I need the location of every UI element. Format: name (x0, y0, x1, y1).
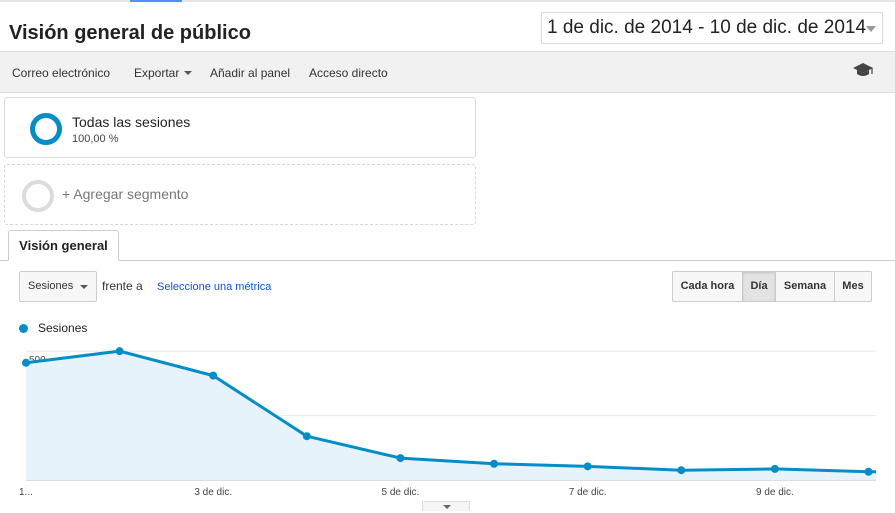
empty-segment-ring-icon (22, 180, 54, 212)
period-day-button[interactable]: Día (742, 271, 776, 302)
versus-label: frente a (102, 279, 143, 293)
date-range-picker[interactable]: 1 de dic. de 2014 - 10 de dic. de 2014 (541, 12, 883, 44)
x-tick-label: 3 de dic. (194, 487, 232, 498)
data-point (864, 467, 873, 476)
x-tick-label: 7 de dic. (569, 487, 607, 498)
chart-collapse-handle[interactable] (422, 501, 470, 511)
data-point (209, 371, 218, 380)
period-week-button[interactable]: Semana (775, 271, 835, 302)
chart-legend: Sesiones (19, 321, 87, 335)
data-point (490, 459, 499, 468)
data-point (115, 347, 124, 356)
graduation-cap-icon[interactable] (852, 62, 874, 78)
segment-ring-icon (30, 113, 62, 145)
period-hourly-button[interactable]: Cada hora (672, 271, 743, 302)
page-title: Visión general de público (9, 22, 251, 44)
period-month-button[interactable]: Mes (834, 271, 872, 302)
add-segment-card[interactable]: + Agregar segmento (4, 164, 476, 225)
sessions-chart: 5002501...3 de dic.5 de dic.7 de dic.9 d… (19, 347, 876, 498)
export-button[interactable]: Exportar (134, 66, 193, 80)
data-point (22, 358, 30, 367)
export-label: Exportar (134, 66, 180, 80)
add-to-dashboard-button[interactable]: Añadir al panel (210, 66, 291, 80)
x-tick-label: 1... (19, 487, 33, 498)
segment-percent: 100,00 % (72, 133, 119, 145)
metric-select-label: Sesiones (28, 280, 74, 292)
period-toggle-group: Cada hora Día Semana Mes (672, 271, 872, 302)
segment-name: Todas las sesiones (72, 114, 191, 130)
series-area (26, 351, 876, 480)
data-point (770, 464, 779, 473)
x-tick-label: 5 de dic. (382, 487, 420, 498)
date-range-label: 1 de dic. de 2014 - 10 de dic. de 2014 (547, 17, 867, 38)
legend-dot-icon (19, 323, 28, 333)
data-point (396, 454, 405, 463)
email-button[interactable]: Correo electrónico (12, 66, 111, 80)
legend-series-label: Sesiones (38, 321, 88, 335)
x-tick-label: 9 de dic. (756, 487, 794, 498)
top-accent-highlight (130, 0, 182, 2)
data-point (583, 462, 592, 471)
data-point (302, 432, 311, 441)
top-accent-line (0, 0, 895, 2)
segment-card-all-sessions[interactable]: Todas las sesiones 100,00 % (4, 97, 476, 158)
tab-overview[interactable]: Visión general (8, 230, 119, 261)
tab-bar-line (0, 260, 895, 261)
shortcut-button[interactable]: Acceso directo (309, 66, 388, 80)
caret-down-icon (443, 505, 451, 509)
add-segment-label: + Agregar segmento (62, 186, 189, 202)
caret-down-icon (184, 71, 193, 75)
data-point (677, 466, 686, 475)
metric-select[interactable]: Sesiones (19, 271, 97, 302)
select-metric-link[interactable]: Seleccione una métrica (157, 281, 272, 293)
caret-down-icon (80, 285, 88, 289)
chevron-down-icon (866, 26, 876, 32)
report-toolbar: Correo electrónico Exportar Añadir al pa… (0, 51, 895, 93)
